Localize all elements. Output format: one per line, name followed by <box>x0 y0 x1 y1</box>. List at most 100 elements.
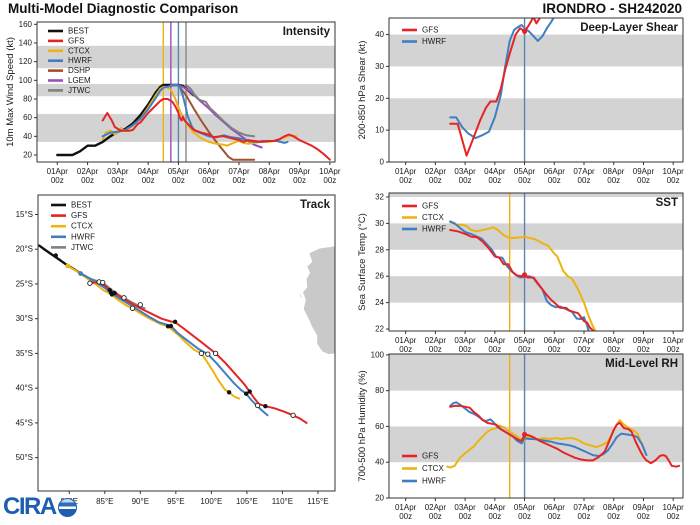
x-tick-sublabel: 00z <box>459 512 472 521</box>
legend-label-ctcx: CTCX <box>68 46 90 55</box>
track-marker-00z <box>263 404 268 409</box>
panel-track: 15°S20°S25°S30°S35°S40°S45°S50°S80°E85°E… <box>16 194 336 506</box>
x-tick-sublabel: 00z <box>429 176 442 185</box>
x-tick-sublabel: 00z <box>293 176 306 185</box>
legend-label-hwrf: HWRF <box>422 477 446 486</box>
track-marker-00z <box>247 389 252 394</box>
x-tick-sublabel: 00z <box>429 345 442 354</box>
storm-title: IRONDRO - SH242020 <box>542 1 682 16</box>
track-marker-00z <box>172 319 178 324</box>
x-tick-label: 06Apr <box>544 336 566 345</box>
legend-label-dshp: DSHP <box>68 66 90 75</box>
x-tick-label: 03Apr <box>107 167 129 176</box>
x-tick-sublabel: 00z <box>263 176 276 185</box>
x-tick-label: 115°E <box>307 497 328 506</box>
y-tick-label: 80 <box>375 386 384 395</box>
y-tick-label: 140 <box>19 39 33 48</box>
x-tick-label: 02Apr <box>77 167 99 176</box>
x-tick-label: 08Apr <box>603 503 625 512</box>
legend-label-gfs: GFS <box>422 452 438 461</box>
x-tick-sublabel: 00z <box>459 176 472 185</box>
category-band <box>389 98 683 131</box>
track-marker-12z <box>100 279 106 286</box>
x-tick-label: 05Apr <box>514 167 536 176</box>
legend-label-jtwc: JTWC <box>71 243 93 252</box>
landmass-australia <box>303 246 335 355</box>
y-tick-label: 24 <box>375 298 384 307</box>
x-tick-label: 10Apr <box>663 336 685 345</box>
x-tick-sublabel: 00z <box>323 176 336 185</box>
track-marker-00z <box>168 323 174 329</box>
x-tick-label: 01Apr <box>395 167 417 176</box>
legend-label-hwrf: HWRF <box>68 56 92 65</box>
track-marker-12z <box>254 402 261 409</box>
x-tick-label: 10Apr <box>663 503 685 512</box>
landmass-australia <box>300 293 302 298</box>
track-marker-12z <box>212 350 219 357</box>
x-tick-label: 10Apr <box>663 167 685 176</box>
legend-label-hwrf: HWRF <box>422 37 446 46</box>
series-shear-gfs <box>449 18 541 157</box>
x-tick-label: 01Apr <box>395 503 417 512</box>
legend-rh: GFS CTCX HWRF <box>402 452 446 486</box>
x-tick-sublabel: 00z <box>488 512 501 521</box>
x-tick-label: 09Apr <box>633 336 655 345</box>
globe-icon <box>57 497 77 517</box>
y-tick-label: 28 <box>375 245 384 254</box>
x-tick-label: 02Apr <box>425 503 447 512</box>
y-axis-label: 700-500 hPa Humidity (%) <box>357 370 368 481</box>
x-tick-sublabel: 00z <box>637 512 650 521</box>
y-tick-label: 80 <box>23 95 32 104</box>
legend-label-ctcx: CTCX <box>71 222 93 231</box>
series-rh-gfs <box>449 404 681 468</box>
x-tick-label: 110°E <box>272 497 293 506</box>
y-tick-label: 40 <box>23 132 32 141</box>
x-tick-sublabel: 00z <box>607 345 620 354</box>
x-tick-label: 02Apr <box>425 167 447 176</box>
panel-label-sst: SST <box>656 197 678 209</box>
series-intensity-gfs <box>101 98 331 161</box>
x-tick-label: 10Apr <box>319 167 341 176</box>
current-value-dot <box>522 28 528 34</box>
y-tick-label: 25°S <box>16 279 33 288</box>
series-shear-hwrf <box>449 18 555 140</box>
y-tick-label: 120 <box>19 57 33 66</box>
legend-shear: GFS HWRF <box>402 26 446 46</box>
panel-frame <box>37 194 336 492</box>
track-marker-12z <box>87 280 93 286</box>
x-tick-label: 04Apr <box>484 503 506 512</box>
y-tick-label: 60 <box>23 113 32 122</box>
panel-frame <box>36 21 336 163</box>
x-tick-label: 100°E <box>200 497 222 506</box>
x-tick-sublabel: 00z <box>518 512 531 521</box>
x-tick-label: 07Apr <box>573 503 595 512</box>
legend-label-best: BEST <box>71 201 92 210</box>
x-tick-label: 01Apr <box>47 167 69 176</box>
x-tick-sublabel: 00z <box>518 345 531 354</box>
x-tick-sublabel: 00z <box>667 512 680 521</box>
series-intensity-jtwc <box>185 84 256 138</box>
y-tick-label: 15°S <box>16 210 33 219</box>
y-axis-label: 200-850 hPa Shear (kt) <box>357 41 368 140</box>
x-tick-label: 03Apr <box>454 167 476 176</box>
x-tick-label: 01Apr <box>395 336 417 345</box>
category-band <box>389 223 683 250</box>
y-tick-label: 40°S <box>16 384 33 393</box>
legend-label-jtwc: JTWC <box>68 86 90 95</box>
x-tick-sublabel: 00z <box>578 512 591 521</box>
track-marker-00z <box>109 292 115 297</box>
x-tick-sublabel: 00z <box>111 176 124 185</box>
x-tick-label: 07Apr <box>573 336 595 345</box>
track-marker-00z <box>53 253 58 258</box>
y-tick-label: 30 <box>375 62 384 71</box>
x-tick-sublabel: 00z <box>518 176 531 185</box>
y-axis-label: 10m Max Wind Speed (kt) <box>5 37 16 147</box>
panel-label-intensity: Intensity <box>283 26 331 38</box>
panel-sst: 22242628303201Apr00z02Apr00z03Apr00z04Ap… <box>357 192 684 354</box>
series-intensity-dshp <box>177 84 256 161</box>
x-tick-label: 04Apr <box>484 167 506 176</box>
y-tick-label: 45°S <box>16 418 33 427</box>
y-tick-label: 32 <box>375 192 384 201</box>
x-tick-sublabel: 00z <box>488 176 501 185</box>
category-band <box>389 354 683 391</box>
